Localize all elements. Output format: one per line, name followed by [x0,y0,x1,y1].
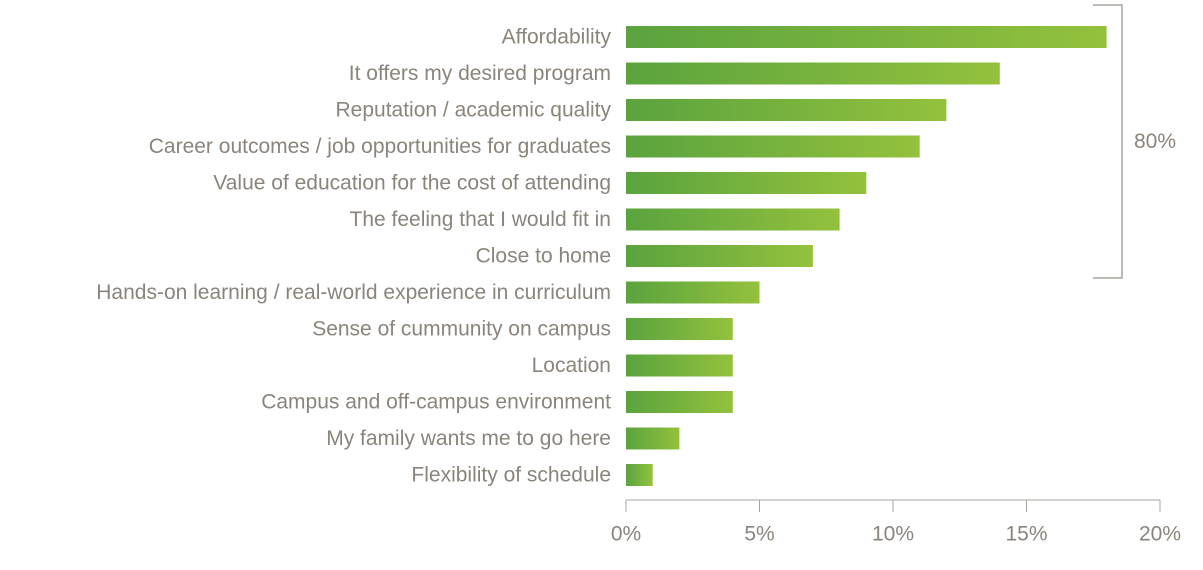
category-label: It offers my desired program [349,62,611,85]
bar [626,318,733,340]
category-label: Value of education for the cost of atten… [213,172,611,195]
x-axis: 0% 5% 10% 15% 20% [611,499,1181,546]
bar [626,427,680,450]
category-label: Affordability [502,26,612,49]
bar [626,208,840,231]
category-labels: Affordability It offers my desired progra… [96,26,611,487]
x-tick-label: 10% [872,523,914,546]
category-label: The feeling that I would fit in [350,208,612,231]
category-label: Location [532,354,611,377]
bar [626,391,733,413]
category-label: Sense of cummunity on campus [312,318,611,341]
x-tick-label: 15% [1005,523,1047,546]
category-label: Reputation / academic quality [336,99,612,122]
bar [626,62,1000,85]
bar [626,464,653,486]
bar [626,135,920,158]
x-tick-label: 0% [611,523,641,546]
bar [626,99,947,121]
bracket-annotation: 80% [1093,4,1176,279]
bracket-label: 80% [1134,130,1176,153]
category-label: Flexibility of schedule [411,464,611,487]
x-tick-label: 5% [744,523,774,546]
bar [626,172,867,194]
category-label: Hands-on learning / real-world experienc… [96,281,611,304]
bar [626,281,760,304]
category-label: My family wants me to go here [326,427,611,450]
bar [626,245,813,267]
x-tick-label: 20% [1139,523,1181,546]
category-label: Career outcomes / job opportunities for … [149,135,611,158]
category-label: Campus and off-campus environment [261,391,611,414]
bracket-line [1093,4,1123,279]
bars-layer [626,26,1107,486]
bar [626,354,733,377]
bar [626,26,1107,48]
category-label: Close to home [476,245,611,268]
